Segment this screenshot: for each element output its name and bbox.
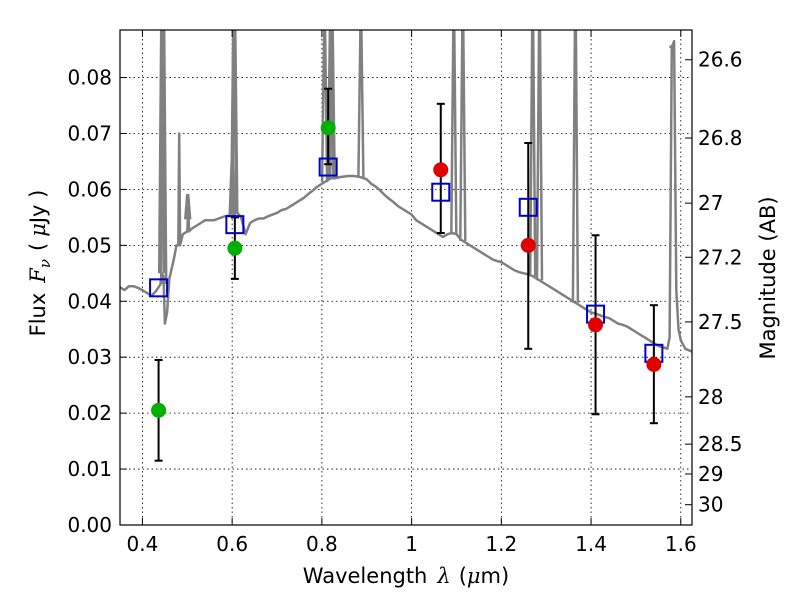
- magnitude-axis-ticks: 26.6 26.8 27 27.2 27.5 28 28.5 29 30: [685, 48, 743, 517]
- model-flux-square: [149, 278, 169, 298]
- x-tick-label: 1.6: [665, 532, 697, 556]
- magnitude-tick-label: 26.8: [698, 126, 743, 150]
- y-tick-label: 0.02: [67, 401, 112, 425]
- y-tick-label: 0.08: [67, 66, 112, 90]
- x-axis-label: Wavelength λ (μm): [303, 564, 509, 588]
- x-tick-label: 1.2: [485, 532, 517, 556]
- x-tick-label: 0.4: [127, 532, 159, 556]
- x-tick-label: 1.4: [575, 532, 607, 556]
- observed-flux-point: [433, 162, 449, 178]
- observed-flux-point: [520, 237, 536, 253]
- emission-line: [450, 30, 458, 234]
- y-axis-label: FluxFν(μJy ): [26, 190, 54, 337]
- emission-line: [535, 30, 544, 281]
- error-bars: [154, 87, 658, 462]
- model-flux-square: [518, 197, 538, 217]
- y-tick-label: 0.01: [67, 457, 112, 481]
- x-tick-label: 1: [405, 532, 418, 556]
- observed-flux-markers: [151, 120, 662, 418]
- spectrum-line: [120, 39, 692, 353]
- template-spectrum: [120, 30, 692, 353]
- y-tick-label: 0.04: [67, 289, 112, 313]
- model-flux-square: [318, 157, 338, 177]
- emission-line: [320, 30, 329, 183]
- observed-flux-point: [588, 317, 604, 333]
- magnitude-tick-label: 30: [698, 493, 723, 517]
- y-tick-label: 0.05: [67, 233, 112, 257]
- magnitude-tick-label: 29: [698, 462, 723, 486]
- emission-line: [357, 30, 365, 178]
- emission-line: [183, 193, 192, 220]
- emission-line: [528, 30, 537, 277]
- y-tick-label: 0.03: [67, 345, 112, 369]
- magnitude-tick-label: 28.5: [698, 432, 743, 456]
- magnitude-tick-label: 27: [698, 191, 723, 215]
- x-axis-ticks: 0.4 0.6 0.8 1 1.2 1.4 1.6: [127, 30, 697, 556]
- magnitude-tick-label: 26.6: [698, 48, 743, 72]
- emission-line: [328, 30, 336, 179]
- model-flux-square: [431, 182, 451, 202]
- magnitude-axis-label: Magnitude (AB): [756, 196, 780, 359]
- magnitude-tick-label: 28: [698, 385, 723, 409]
- magnitude-tick-label: 27.5: [698, 310, 743, 334]
- magnitude-tick-label: 27.2: [698, 245, 743, 269]
- observed-flux-point: [320, 120, 336, 136]
- emission-line: [231, 30, 239, 214]
- x-tick-label: 0.8: [306, 532, 338, 556]
- emission-line: [571, 30, 580, 303]
- emission-line: [459, 30, 467, 241]
- observed-flux-point: [646, 356, 662, 372]
- y-tick-label: 0.07: [67, 121, 112, 145]
- observed-flux-point: [227, 240, 243, 256]
- observed-flux-point: [151, 402, 167, 418]
- x-tick-label: 0.6: [216, 532, 248, 556]
- y-axis-ticks: 0.00 0.01 0.02 0.03 0.04 0.05 0.06 0.07 0.08: [67, 66, 127, 537]
- model-flux-square: [225, 215, 245, 235]
- y-tick-label: 0.06: [67, 177, 112, 201]
- model-flux-markers: [149, 157, 664, 363]
- emission-line: [159, 30, 168, 285]
- y-tick-label: 0.00: [67, 513, 112, 537]
- plot-frame: [119, 29, 693, 526]
- grid-lines: [120, 30, 692, 526]
